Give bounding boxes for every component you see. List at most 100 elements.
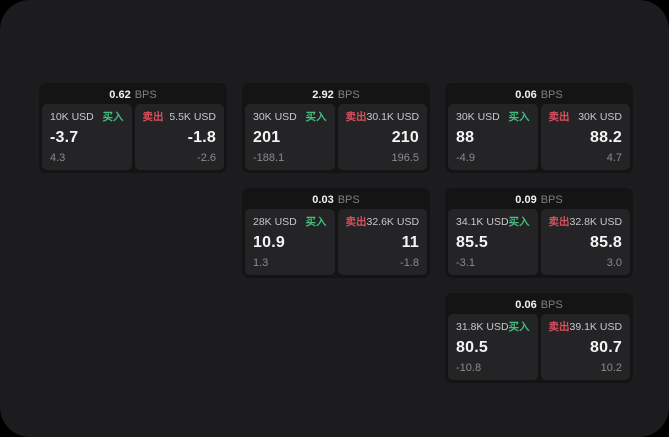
quote-card: 0.03 BPS 28K USD 买入 10.9 1.3 卖出 32.6K US…	[242, 188, 430, 278]
sell-tag: 卖出	[345, 216, 367, 228]
buy-top-row: 10K USD 买入	[50, 111, 124, 123]
buy-price: 85.5	[456, 233, 488, 251]
sell-top-row: 卖出 39.1K USD	[549, 321, 623, 333]
sell-panel[interactable]: 卖出 5.5K USD -1.8 -2.6	[134, 104, 224, 170]
bps-unit-label: BPS	[337, 194, 360, 206]
quote-card: 0.62 BPS 10K USD 买入 -3.7 4.3 卖出 5.5K USD	[39, 83, 227, 173]
sell-price: -1.8	[187, 128, 216, 146]
buy-sub-value: -10.8	[456, 362, 482, 374]
sell-price: 85.8	[590, 233, 622, 251]
quote-card: 2.92 BPS 30K USD 买入 201 -188.1 卖出 30.1K …	[242, 83, 430, 173]
buy-amount: 10K USD	[50, 111, 94, 123]
sell-price: 210	[391, 128, 419, 146]
sell-tag: 卖出	[548, 111, 570, 123]
buy-top-row: 30K USD 买入	[253, 111, 327, 123]
sell-sub-value: -2.6	[197, 152, 216, 164]
panel-pair: 28K USD 买入 10.9 1.3 卖出 32.6K USD 11 -1.8	[245, 209, 427, 275]
sell-sub-value: -1.8	[400, 257, 419, 269]
sell-panel[interactable]: 卖出 39.1K USD 80.7 10.2	[540, 314, 630, 380]
sell-top-row: 卖出 32.6K USD	[346, 216, 420, 228]
buy-price: -3.7	[50, 128, 79, 146]
sell-sub-value: 10.2	[600, 362, 622, 374]
sell-top-row: 卖出 5.5K USD	[143, 111, 217, 123]
sell-top-row: 卖出 30.1K USD	[346, 111, 420, 123]
sell-amount: 39.1K USD	[569, 321, 623, 333]
buy-panel[interactable]: 28K USD 买入 10.9 1.3	[245, 209, 335, 275]
sell-sub-value: 4.7	[606, 152, 622, 164]
card-header: 0.06 BPS	[448, 86, 630, 104]
buy-tag: 买入	[305, 216, 327, 228]
buy-panel[interactable]: 34.1K USD 买入 85.5 -3.1	[448, 209, 538, 275]
bps-unit-label: BPS	[540, 89, 563, 101]
panel-pair: 34.1K USD 买入 85.5 -3.1 卖出 32.8K USD 85.8…	[448, 209, 630, 275]
buy-amount: 30K USD	[253, 111, 297, 123]
sell-panel[interactable]: 卖出 32.8K USD 85.8 3.0	[540, 209, 630, 275]
buy-price: 201	[253, 128, 281, 146]
sell-tag: 卖出	[548, 216, 570, 228]
bps-unit-label: BPS	[337, 89, 360, 101]
sell-panel[interactable]: 卖出 32.6K USD 11 -1.8	[337, 209, 427, 275]
quote-card: 0.06 BPS 30K USD 买入 88 -4.9 卖出 30K USD	[445, 83, 633, 173]
buy-sub-value: -188.1	[253, 152, 285, 164]
bps-value: 0.09	[515, 194, 537, 206]
buy-amount: 34.1K USD	[456, 216, 509, 228]
quote-grid: 0.62 BPS 10K USD 买入 -3.7 4.3 卖出 5.5K USD	[39, 83, 633, 383]
bps-value: 0.06	[515, 89, 537, 101]
sell-top-row: 卖出 30K USD	[549, 111, 623, 123]
buy-amount: 28K USD	[253, 216, 297, 228]
sell-panel[interactable]: 卖出 30K USD 88.2 4.7	[540, 104, 630, 170]
buy-amount: 30K USD	[456, 111, 500, 123]
sell-tag: 卖出	[548, 321, 570, 333]
sell-tag: 卖出	[142, 111, 164, 123]
buy-top-row: 28K USD 买入	[253, 216, 327, 228]
bps-value: 0.06	[515, 299, 537, 311]
buy-price: 10.9	[253, 233, 285, 251]
card-header: 0.06 BPS	[448, 296, 630, 314]
buy-price: 88	[456, 128, 475, 146]
card-header: 0.62 BPS	[42, 86, 224, 104]
bps-unit-label: BPS	[134, 89, 157, 101]
bps-unit-label: BPS	[540, 194, 563, 206]
sell-price: 11	[401, 233, 419, 251]
sell-panel[interactable]: 卖出 30.1K USD 210 196.5	[337, 104, 427, 170]
bps-unit-label: BPS	[540, 299, 563, 311]
quote-card: 0.06 BPS 31.8K USD 买入 80.5 -10.8 卖出 39.1…	[445, 293, 633, 383]
sell-sub-value: 3.0	[606, 257, 622, 269]
buy-sub-value: 4.3	[50, 152, 66, 164]
sell-amount: 30K USD	[578, 111, 622, 123]
buy-tag: 买入	[508, 111, 530, 123]
buy-panel[interactable]: 30K USD 买入 88 -4.9	[448, 104, 538, 170]
buy-tag: 买入	[508, 216, 530, 228]
card-header: 0.09 BPS	[448, 191, 630, 209]
bps-value: 0.62	[109, 89, 131, 101]
buy-price: 80.5	[456, 338, 488, 356]
sell-amount: 32.8K USD	[569, 216, 623, 228]
buy-top-row: 34.1K USD 买入	[456, 216, 530, 228]
buy-amount: 31.8K USD	[456, 321, 509, 333]
panel-pair: 10K USD 买入 -3.7 4.3 卖出 5.5K USD -1.8 -2.…	[42, 104, 224, 170]
card-header: 2.92 BPS	[245, 86, 427, 104]
buy-top-row: 31.8K USD 买入	[456, 321, 530, 333]
bps-value: 0.03	[312, 194, 334, 206]
buy-sub-value: -3.1	[456, 257, 475, 269]
quote-card: 0.09 BPS 34.1K USD 买入 85.5 -3.1 卖出 32.8K…	[445, 188, 633, 278]
sell-top-row: 卖出 32.8K USD	[549, 216, 623, 228]
sell-tag: 卖出	[345, 111, 367, 123]
sell-price: 80.7	[590, 338, 622, 356]
buy-top-row: 30K USD 买入	[456, 111, 530, 123]
buy-tag: 买入	[508, 321, 530, 333]
bps-value: 2.92	[312, 89, 334, 101]
panel-pair: 31.8K USD 买入 80.5 -10.8 卖出 39.1K USD 80.…	[448, 314, 630, 380]
panel-pair: 30K USD 买入 201 -188.1 卖出 30.1K USD 210 1…	[245, 104, 427, 170]
buy-panel[interactable]: 31.8K USD 买入 80.5 -10.8	[448, 314, 538, 380]
buy-panel[interactable]: 10K USD 买入 -3.7 4.3	[42, 104, 132, 170]
buy-sub-value: 1.3	[253, 257, 269, 269]
buy-panel[interactable]: 30K USD 买入 201 -188.1	[245, 104, 335, 170]
buy-tag: 买入	[305, 111, 327, 123]
sell-price: 88.2	[590, 128, 622, 146]
buy-tag: 买入	[102, 111, 124, 123]
card-header: 0.03 BPS	[245, 191, 427, 209]
sell-sub-value: 196.5	[391, 152, 419, 164]
sell-amount: 5.5K USD	[169, 111, 216, 123]
